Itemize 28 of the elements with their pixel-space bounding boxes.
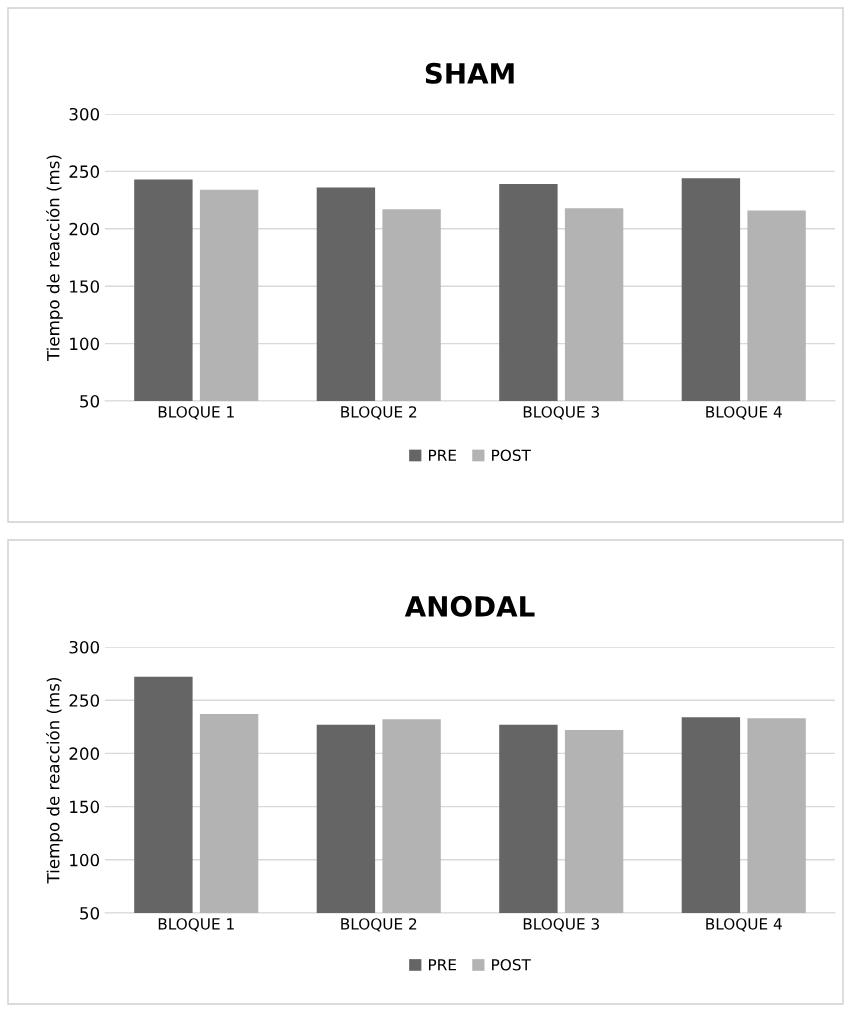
y-axis-title: Tiempo de reacción (ms) bbox=[45, 678, 63, 884]
chart-title: SHAM bbox=[425, 62, 514, 84]
y-tick-label: 250 bbox=[69, 165, 100, 178]
y-tick-label: 100 bbox=[70, 337, 100, 351]
y-tick-label: 200 bbox=[69, 747, 100, 760]
legend-label: POST bbox=[492, 958, 531, 971]
y-tick-label: 200 bbox=[69, 222, 100, 236]
x-tick-label: BLOQUE 2 bbox=[341, 406, 417, 420]
y-tick-label: 50 bbox=[80, 394, 100, 408]
y-axis-title: Tiempo de reacción (ms) bbox=[45, 155, 63, 361]
x-tick-label: BLOQUE 3 bbox=[523, 406, 599, 420]
legend-label: POST bbox=[492, 449, 531, 462]
y-tick-label: 50 bbox=[80, 906, 100, 920]
legend-label: PRE bbox=[428, 449, 456, 461]
x-tick-label: BLOQUE 1 bbox=[158, 918, 234, 932]
legend-label: PRE bbox=[428, 959, 456, 971]
y-tick-label: 300 bbox=[69, 640, 100, 654]
y-tick-label: 100 bbox=[70, 853, 100, 867]
x-tick-label: BLOQUE 4 bbox=[706, 918, 782, 932]
y-tick-label: 300 bbox=[69, 107, 100, 121]
x-tick-label: BLOQUE 2 bbox=[341, 918, 417, 932]
x-tick-label: BLOQUE 3 bbox=[523, 918, 599, 932]
x-tick-label: BLOQUE 4 bbox=[706, 406, 782, 420]
y-tick-label: 250 bbox=[69, 694, 100, 707]
y-tick-label: 150 bbox=[70, 800, 100, 814]
chart-title: ANODAL bbox=[404, 595, 535, 617]
x-tick-label: BLOQUE 1 bbox=[158, 406, 234, 420]
y-tick-label: 150 bbox=[70, 280, 100, 293]
